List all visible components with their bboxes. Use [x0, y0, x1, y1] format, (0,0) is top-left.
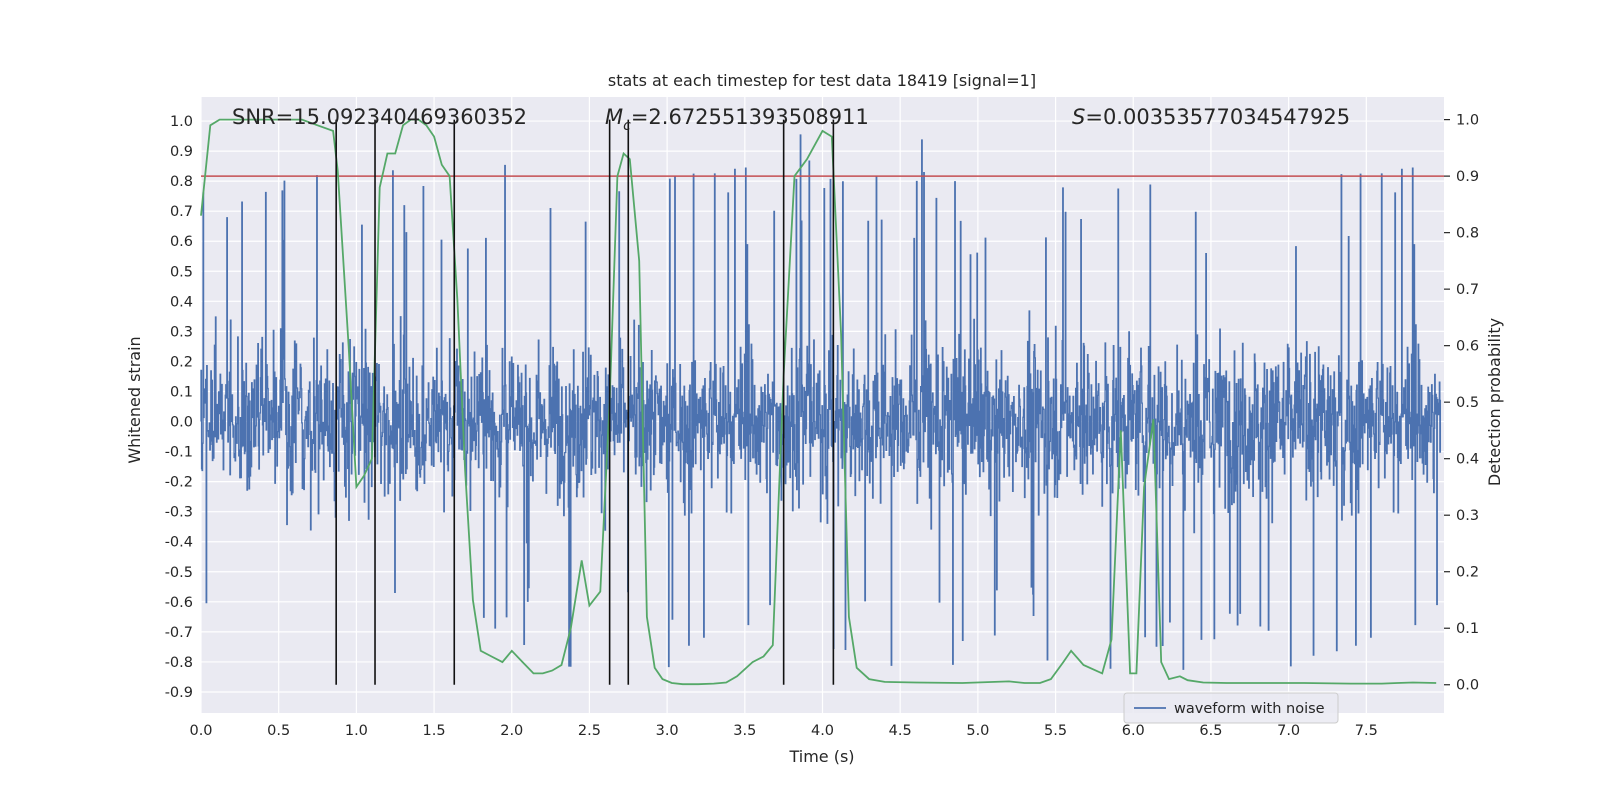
- y-left-tick-label: 0.8: [170, 174, 193, 190]
- x-tick-label: 7.0: [1277, 723, 1300, 739]
- y-right-tick-label: 0.7: [1456, 282, 1479, 298]
- y-right-axis-label: Detection probability: [1485, 318, 1504, 486]
- y-right-tick-label: 1.0: [1456, 113, 1479, 129]
- waveform-series: [200, 134, 1442, 670]
- chart-title: stats at each timestep for test data 184…: [608, 71, 1036, 90]
- x-tick-label: 4.0: [811, 723, 834, 739]
- y-left-tick-label: 0.5: [170, 264, 193, 280]
- y-left-tick-label: -0.4: [165, 535, 193, 551]
- y-left-tick-label: 0.3: [170, 324, 193, 340]
- y-right-tick-label: 0.4: [1456, 452, 1479, 468]
- y-left-tick-label: -0.2: [165, 475, 193, 491]
- y-left-tick-label: 0.1: [170, 384, 193, 400]
- y-right-tick-label: 0.8: [1456, 226, 1479, 242]
- chirp-mass-subscript: c: [623, 118, 631, 134]
- x-tick-label: 0.0: [189, 723, 212, 739]
- x-tick-label: 5.5: [1044, 723, 1067, 739]
- y-right-tick-label: 0.5: [1456, 395, 1479, 411]
- waveform-line: [200, 134, 1442, 670]
- y-right-tick-label: 0.2: [1456, 565, 1479, 581]
- y-left-tick-label: 1.0: [170, 114, 193, 130]
- legend-label: waveform with noise: [1174, 701, 1325, 717]
- sensitivity-symbol: S: [1072, 105, 1085, 129]
- y-left-tick-label: -0.7: [165, 625, 193, 641]
- x-tick-label: 5.0: [966, 723, 989, 739]
- chirp-mass-value: =2.672551393508911: [631, 105, 869, 129]
- y-left-tick-label: 0.6: [170, 234, 193, 250]
- chirp-mass-annotation: Mc=2.672551393508911: [605, 105, 869, 134]
- x-tick-label: 4.5: [889, 723, 912, 739]
- detection-probability-line: [200, 118, 1437, 686]
- y-left-ticks: 1.0 0.9 0.8 0.7 0.6 0.5 0.4 0.3 0.2 0.1 0.0 -0.1 -0.…: [165, 114, 193, 701]
- x-axis-label: Time (s): [788, 747, 854, 766]
- y-left-tick-label: -0.3: [165, 505, 193, 521]
- x-tick-label: 1.5: [423, 723, 446, 739]
- y-right-tick-label: 0.0: [1456, 678, 1479, 694]
- y-left-tick-label: -0.6: [165, 595, 193, 611]
- y-right-tick-label: 0.1: [1456, 621, 1479, 637]
- x-tick-label: 3.5: [733, 723, 756, 739]
- x-tick-label: 3.0: [656, 723, 679, 739]
- legend-box: [1123, 692, 1339, 724]
- y-left-tick-label: -0.5: [165, 565, 193, 581]
- y-right-tick-label: 0.6: [1456, 339, 1479, 355]
- snr-annotation: SNR=15.092340469360352: [232, 105, 527, 129]
- legend: waveform with noise: [1123, 692, 1339, 724]
- x-tick-label: 1.0: [345, 723, 368, 739]
- x-tick-label: 6.0: [1122, 723, 1145, 739]
- event-markers: [335, 119, 835, 685]
- x-tick-label: 0.5: [267, 723, 290, 739]
- chirp-mass-symbol: M: [605, 105, 623, 129]
- x-tick-label: 6.5: [1199, 723, 1222, 739]
- sensitivity-value: =0.00353577034547925: [1085, 105, 1350, 129]
- y-left-tick-label: 0.2: [170, 354, 193, 370]
- y-left-axis-label: Whitened strain: [125, 336, 144, 463]
- y-left-tick-label: -0.9: [165, 685, 193, 701]
- y-left-tick-label: 0.9: [170, 144, 193, 160]
- y-right-ticks: 1.0 0.9 0.8 0.7 0.6 0.5 0.4 0.3 0.2 0.1 0.0: [1444, 113, 1479, 694]
- x-tick-label: 2.5: [578, 723, 601, 739]
- y-right-tick-label: 0.3: [1456, 508, 1479, 524]
- x-tick-label: 7.5: [1355, 723, 1378, 739]
- y-left-tick-label: 0.4: [170, 294, 193, 310]
- y-left-tick-label: 0.0: [170, 415, 193, 431]
- y-left-tick-label: 0.7: [170, 204, 193, 220]
- y-right-tick-label: 0.9: [1456, 169, 1479, 185]
- detection-probability-series: [200, 118, 1437, 686]
- x-ticks: 0.0 0.5 1.0 1.5 2.0 2.5 3.0 3.5 4.0 4.5 5.0 5.5 6.0 6…: [189, 723, 1377, 739]
- y-left-tick-label: -0.8: [165, 655, 193, 671]
- sensitivity-annotation: S=0.00353577034547925: [1072, 105, 1350, 129]
- y-left-tick-label: -0.1: [165, 445, 193, 461]
- x-tick-label: 2.0: [500, 723, 523, 739]
